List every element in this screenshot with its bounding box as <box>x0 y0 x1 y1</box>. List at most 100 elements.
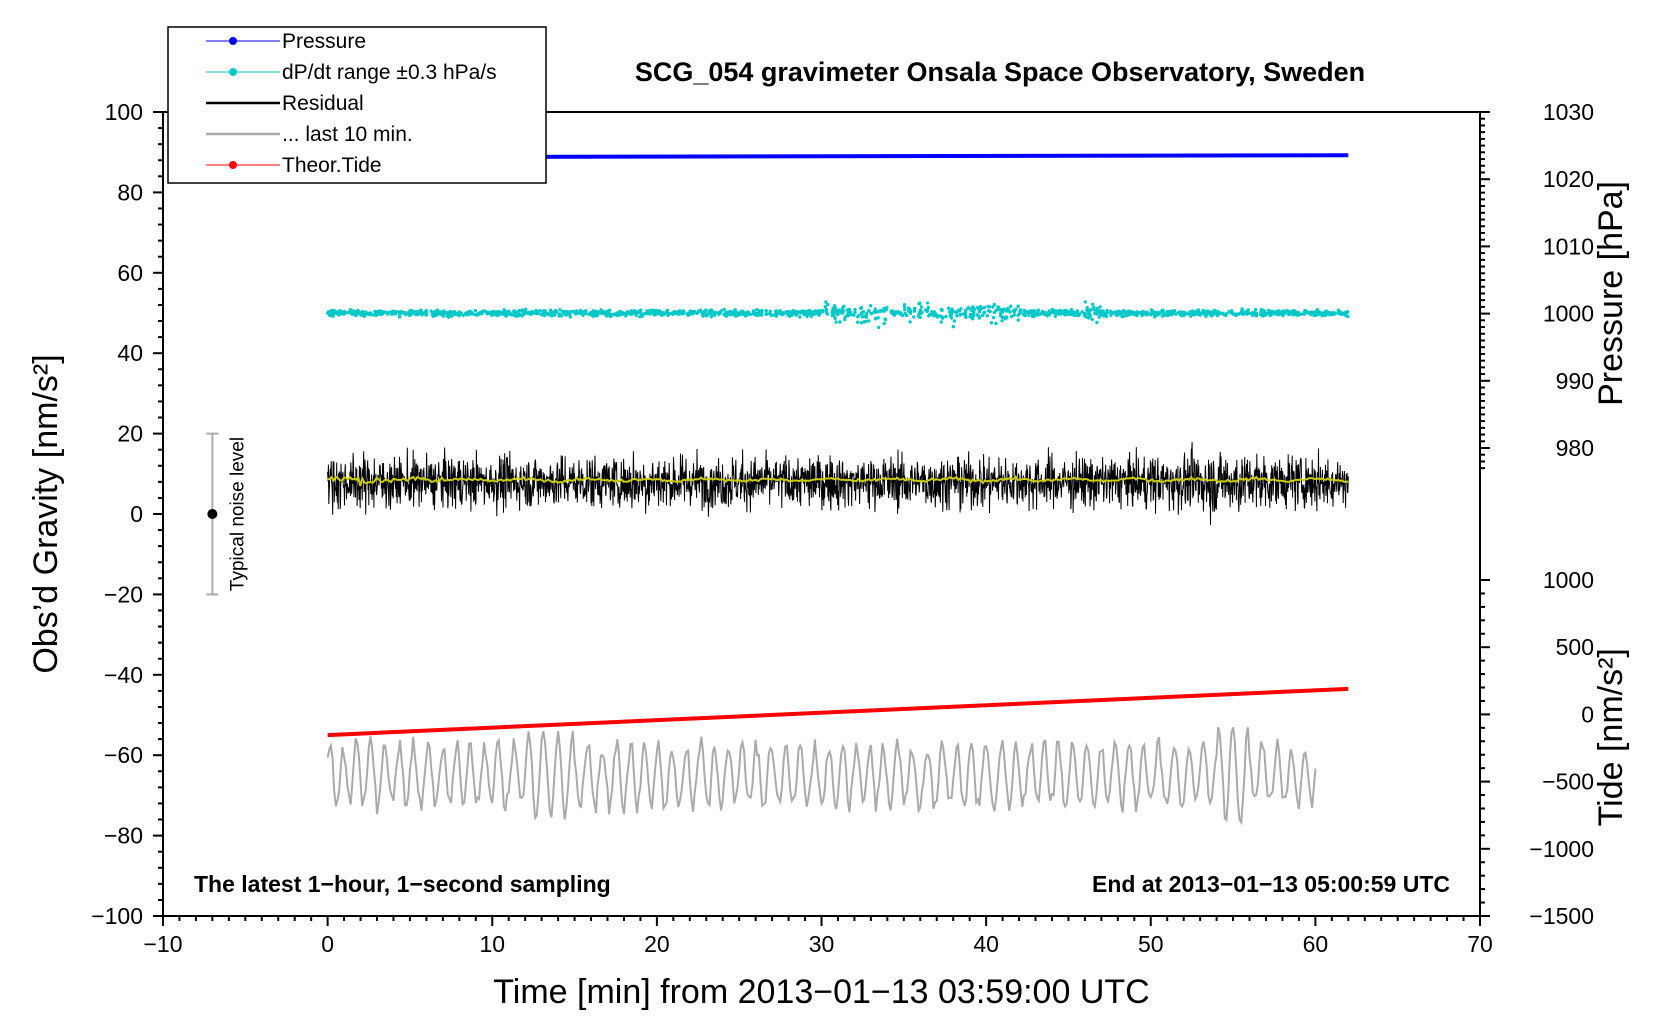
noise-level-indicator: Typical noise level <box>206 432 248 596</box>
dpdt-point <box>951 309 955 313</box>
dpdt-point <box>704 308 708 312</box>
dpdt-point <box>624 311 628 316</box>
dpdt-point <box>972 311 976 315</box>
y-tick-label: 80 <box>117 179 143 205</box>
dpdt-point <box>374 312 378 316</box>
dpdt-point <box>1320 314 1324 318</box>
dpdt-point <box>764 309 768 313</box>
legend-swatch-marker <box>229 37 237 45</box>
dpdt-point <box>450 310 454 315</box>
dpdt-point <box>349 312 354 316</box>
dpdt-point <box>991 305 995 309</box>
dpdt-point <box>927 314 931 318</box>
dpdt-point <box>843 317 847 322</box>
x-tick-label: 0 <box>321 931 334 957</box>
dpdt-point <box>733 313 737 318</box>
dpdt-point <box>940 308 944 313</box>
dpdt-point <box>918 315 922 320</box>
dpdt-point <box>639 310 643 314</box>
dpdt-point <box>1345 310 1350 314</box>
dpdt-point <box>900 313 905 318</box>
legend-label: Pressure <box>282 30 366 53</box>
dpdt-point <box>976 305 980 310</box>
dpdt-point <box>867 319 871 323</box>
x-tick-label: −10 <box>143 931 182 957</box>
dpdt-point <box>765 312 769 316</box>
legend-swatch-marker <box>229 161 237 169</box>
dpdt-point <box>1017 311 1022 316</box>
dpdt-point <box>336 310 340 315</box>
tide-tick-label: −500 <box>1542 769 1594 795</box>
dpdt-point <box>1294 311 1298 315</box>
dpdt-point <box>941 316 945 320</box>
dpdt-point <box>716 311 721 315</box>
dpdt-point <box>478 310 483 315</box>
dpdt-point <box>1028 310 1033 314</box>
dpdt-point <box>903 308 907 312</box>
dpdt-point <box>1036 308 1041 312</box>
dpdt-point <box>1332 312 1337 316</box>
x-tick-label: 40 <box>973 931 999 957</box>
dpdt-point <box>859 321 863 325</box>
dpdt-point <box>982 311 986 315</box>
dpdt-point <box>435 308 440 312</box>
dpdt-point <box>806 311 811 315</box>
dpdt-point <box>908 309 912 314</box>
dpdt-point <box>830 313 834 318</box>
dpdt-point <box>1083 300 1088 304</box>
annotation-sampling: The latest 1−hour, 1−second sampling <box>194 871 611 897</box>
dpdt-point <box>1186 312 1190 316</box>
dpdt-point <box>499 312 503 316</box>
dpdt-point <box>966 306 970 310</box>
dpdt-point <box>994 321 998 326</box>
dpdt-point <box>751 309 756 313</box>
dpdt-point <box>1211 310 1215 315</box>
dpdt-point <box>1086 311 1090 316</box>
dpdt-point <box>364 311 368 315</box>
dpdt-point <box>820 309 824 313</box>
dpdt-point <box>1152 312 1156 316</box>
dpdt-point <box>607 311 611 315</box>
dpdt-point <box>487 311 491 315</box>
dpdt-point <box>513 310 517 314</box>
dpdt-point <box>633 309 637 313</box>
dpdt-point <box>429 309 433 313</box>
dpdt-point <box>897 311 902 316</box>
dpdt-point <box>823 305 827 309</box>
y-axis-title-gravity: Obs’d Gravity [nm/s²] <box>27 354 65 673</box>
dpdt-point <box>1031 312 1035 317</box>
dpdt-point <box>825 312 830 316</box>
dpdt-point <box>1092 305 1096 310</box>
dpdt-point <box>1183 311 1188 316</box>
series-residual <box>327 442 1349 525</box>
dpdt-point <box>847 310 852 314</box>
dpdt-point <box>953 310 958 314</box>
dpdt-point <box>408 310 412 315</box>
dpdt-point <box>652 313 656 317</box>
dpdt-point <box>581 313 585 317</box>
dpdt-point <box>903 311 907 316</box>
dpdt-point <box>562 310 566 314</box>
dpdt-point <box>980 313 985 318</box>
dpdt-point <box>982 305 987 310</box>
dpdt-point <box>331 314 335 318</box>
dpdt-point <box>440 310 444 315</box>
y-tick-label: −60 <box>104 742 143 768</box>
dpdt-point <box>1095 306 1100 311</box>
dpdt-point <box>1302 312 1306 316</box>
dpdt-point <box>925 308 929 312</box>
x-tick-label: 70 <box>1467 931 1493 957</box>
dpdt-point <box>465 312 469 316</box>
dpdt-point <box>1047 309 1052 313</box>
dpdt-point <box>1277 311 1282 315</box>
dpdt-point <box>935 314 939 318</box>
dpdt-point <box>1244 312 1249 316</box>
dpdt-point <box>659 312 663 317</box>
dpdt-point <box>595 313 600 317</box>
dpdt-point <box>1219 311 1223 316</box>
dpdt-point <box>599 309 603 314</box>
dpdt-point <box>1005 315 1009 320</box>
dpdt-point <box>329 311 333 315</box>
dpdt-point <box>517 308 521 313</box>
tide-tick-label: −1500 <box>1529 903 1594 929</box>
